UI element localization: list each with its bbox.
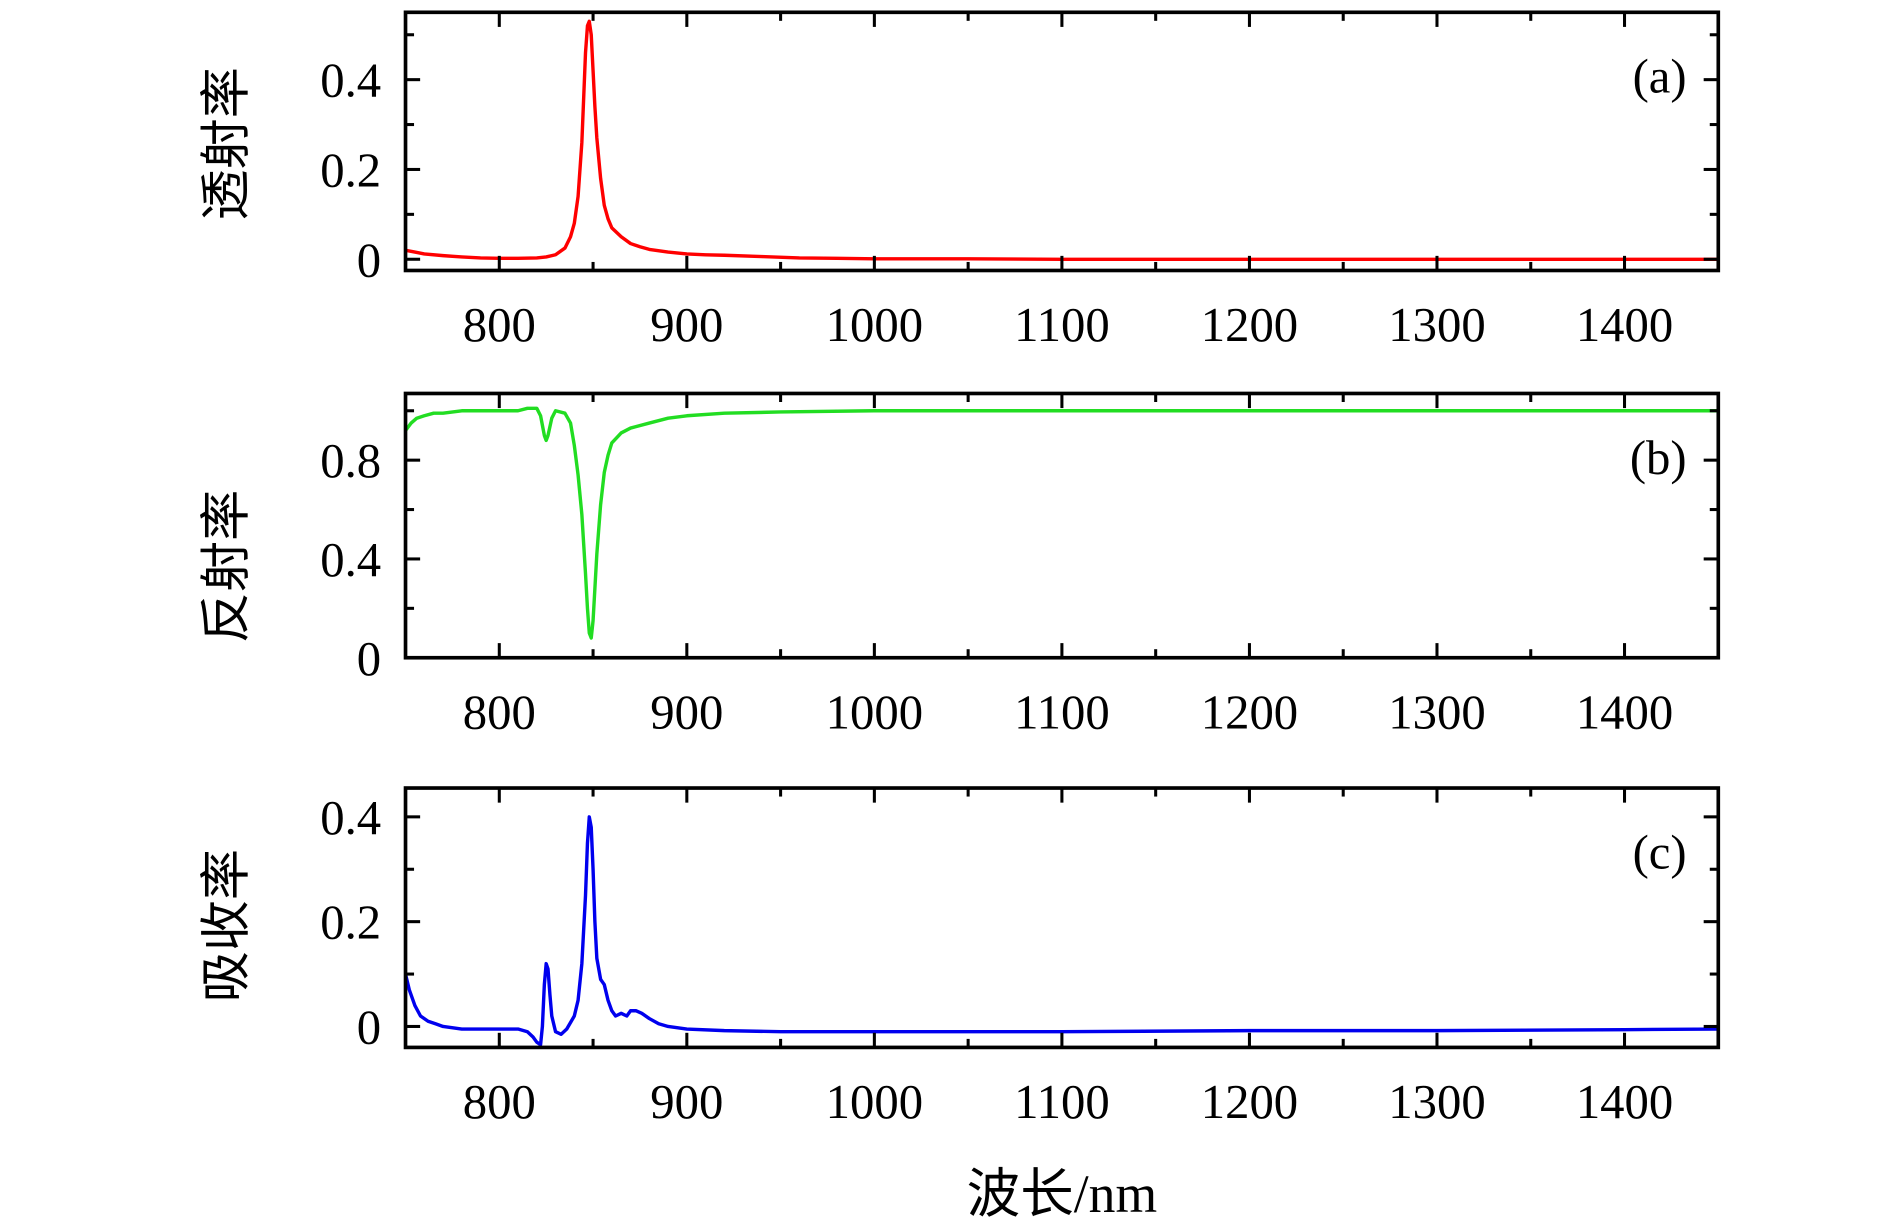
x-axis-label: 波长/nm	[967, 1164, 1158, 1224]
panel-c: 800 900 1000 1100 1200 1300 1400 0 0.2 0.4 吸收率 (c)	[199, 786, 1721, 1129]
panel-label: (a)	[1633, 50, 1687, 104]
x-tick-label: 900	[650, 298, 723, 352]
y-tick-label: 0.2	[320, 144, 381, 198]
panel-b: 800 900 1000 1100 1200 1300 1400 0 0.4 0.8 反射率 (b)	[199, 391, 1721, 739]
x-tick-label: 1200	[1201, 298, 1298, 352]
x-tick-label: 800	[463, 685, 536, 739]
y-tick-label: 0	[357, 632, 381, 686]
reflectance-curve	[405, 406, 1719, 640]
y-tick-label: 0.4	[320, 533, 381, 587]
x-tick-label: 1000	[826, 1075, 923, 1129]
x-tick-label: 1300	[1388, 685, 1485, 739]
x-tick-label: 800	[463, 1075, 536, 1129]
panel-label: (c)	[1633, 825, 1687, 879]
x-tick-label: 1400	[1576, 685, 1673, 739]
transmittance-curve	[405, 19, 1719, 261]
panel-a: 800 900 1000 1100 1200 1300 1400 0 0.2 0.4 透射率 (a)	[199, 10, 1721, 352]
x-tick-label: 1100	[1014, 1075, 1110, 1129]
x-tick-label: 1100	[1014, 298, 1110, 352]
y-tick-label: 0	[357, 1001, 381, 1055]
x-tick-label: 900	[650, 1075, 723, 1129]
y-tick-label: 0.4	[320, 54, 381, 108]
x-tick-label: 800	[463, 298, 536, 352]
x-tick-label: 1400	[1576, 298, 1673, 352]
x-tick-label: 1200	[1201, 1075, 1298, 1129]
panel-label: (b)	[1630, 431, 1687, 485]
x-tick-label: 1300	[1388, 1075, 1485, 1129]
x-tick-label: 1000	[826, 298, 923, 352]
x-tick-label: 1000	[826, 685, 923, 739]
x-tick-label: 1300	[1388, 298, 1485, 352]
y-tick-label: 0	[357, 233, 381, 287]
y-axis-label: 吸收率	[199, 849, 256, 1002]
y-tick-label: 0.4	[320, 791, 381, 845]
x-tick-label: 1100	[1014, 685, 1110, 739]
x-tick-label: 1400	[1576, 1075, 1673, 1129]
x-tick-label: 900	[650, 685, 723, 739]
y-tick-label: 0.8	[320, 434, 381, 488]
y-axis-label: 反射率	[199, 490, 256, 643]
y-axis-label: 透射率	[199, 67, 256, 220]
y-tick-label: 0.2	[320, 896, 381, 950]
x-tick-label: 1200	[1201, 685, 1298, 739]
absorbance-curve	[405, 815, 1719, 1047]
